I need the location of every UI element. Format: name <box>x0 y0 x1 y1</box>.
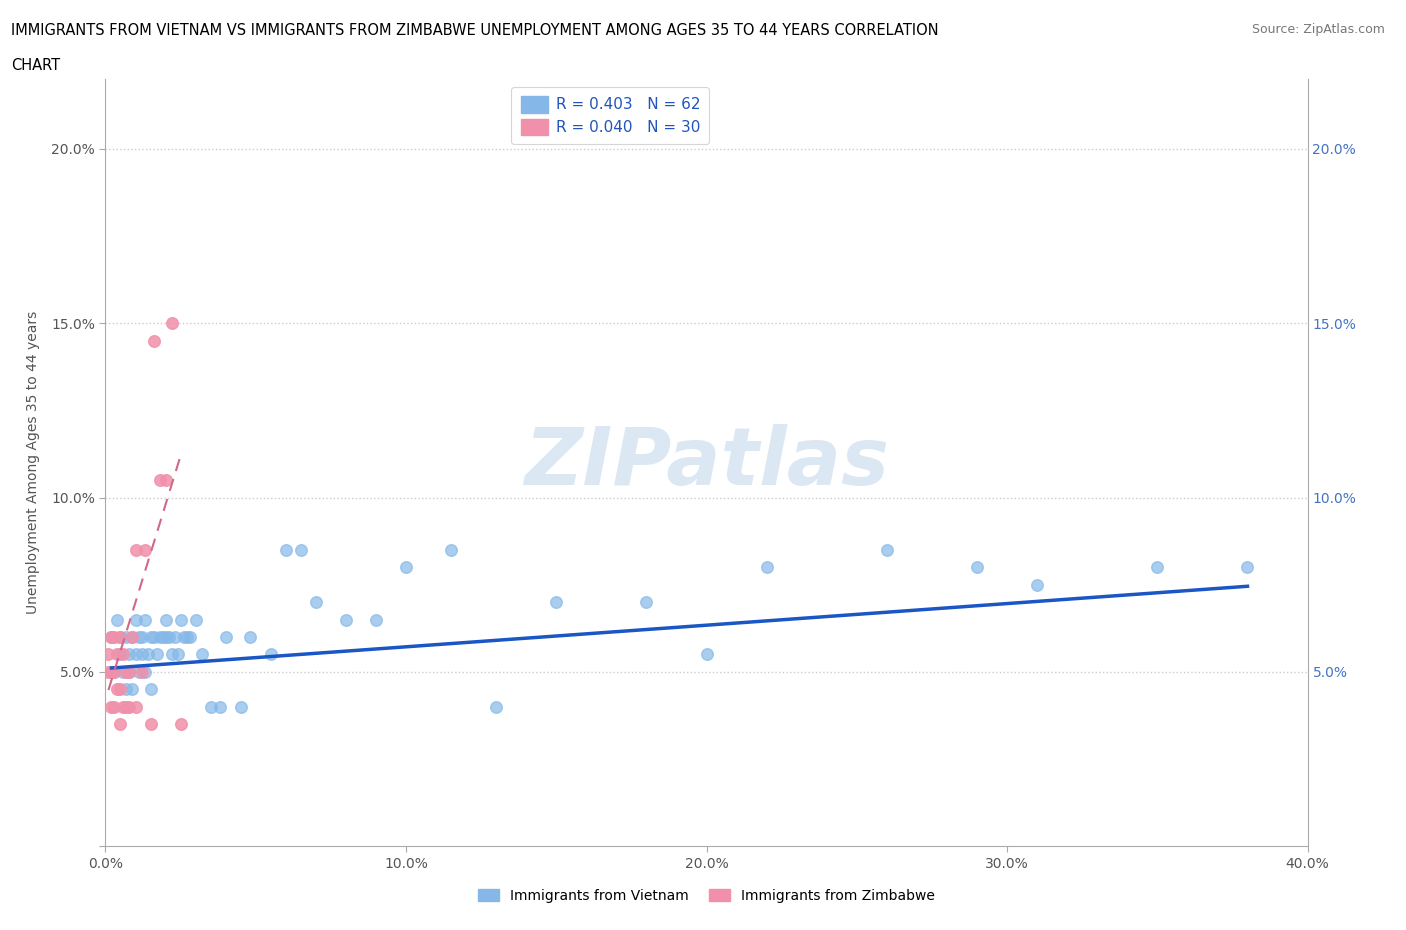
Point <box>134 612 156 627</box>
Point <box>1026 578 1049 592</box>
Point <box>128 664 150 679</box>
Point <box>155 630 177 644</box>
Point <box>115 664 138 679</box>
Point <box>636 595 658 610</box>
Point <box>169 717 191 732</box>
Point <box>139 630 162 644</box>
Point <box>107 682 129 697</box>
Point <box>364 612 387 627</box>
Point <box>100 630 122 644</box>
Point <box>290 542 312 557</box>
Text: Source: ZipAtlas.com: Source: ZipAtlas.com <box>1251 23 1385 36</box>
Point <box>134 542 156 557</box>
Point <box>139 682 162 697</box>
Point <box>110 647 132 662</box>
Point <box>121 630 143 644</box>
Point <box>118 647 141 662</box>
Point <box>440 542 463 557</box>
Point <box>160 316 183 331</box>
Point <box>107 647 129 662</box>
Point <box>546 595 568 610</box>
Point <box>110 630 132 644</box>
Point <box>128 630 150 644</box>
Point <box>115 682 138 697</box>
Point <box>110 630 132 644</box>
Point <box>110 717 132 732</box>
Point <box>142 630 165 644</box>
Point <box>179 630 201 644</box>
Point <box>115 699 138 714</box>
Point <box>112 664 135 679</box>
Point <box>118 664 141 679</box>
Point <box>200 699 222 714</box>
Point <box>155 472 177 487</box>
Point <box>97 664 120 679</box>
Point <box>152 630 174 644</box>
Point <box>103 664 125 679</box>
Point <box>160 647 183 662</box>
Point <box>229 699 252 714</box>
Point <box>97 647 120 662</box>
Point <box>136 647 159 662</box>
Point <box>124 542 146 557</box>
Point <box>1146 560 1168 575</box>
Point <box>395 560 418 575</box>
Point <box>100 630 122 644</box>
Point <box>305 595 328 610</box>
Point <box>1236 560 1258 575</box>
Point <box>148 630 170 644</box>
Point <box>148 472 170 487</box>
Point <box>115 630 138 644</box>
Point <box>134 664 156 679</box>
Point <box>103 664 125 679</box>
Point <box>110 682 132 697</box>
Point <box>121 630 143 644</box>
Point <box>112 699 135 714</box>
Point <box>145 647 167 662</box>
Point <box>166 647 188 662</box>
Point <box>260 647 283 662</box>
Point <box>169 612 191 627</box>
Point <box>100 664 122 679</box>
Point <box>131 630 153 644</box>
Point <box>103 699 125 714</box>
Point <box>696 647 718 662</box>
Point <box>755 560 778 575</box>
Point <box>118 699 141 714</box>
Text: IMMIGRANTS FROM VIETNAM VS IMMIGRANTS FROM ZIMBABWE UNEMPLOYMENT AMONG AGES 35 T: IMMIGRANTS FROM VIETNAM VS IMMIGRANTS FR… <box>11 23 939 38</box>
Point <box>190 647 212 662</box>
Point <box>214 630 236 644</box>
Text: CHART: CHART <box>11 58 60 73</box>
Point <box>124 647 146 662</box>
Point <box>142 333 165 348</box>
Point <box>124 612 146 627</box>
Point <box>139 717 162 732</box>
Point <box>103 630 125 644</box>
Point <box>131 664 153 679</box>
Y-axis label: Unemployment Among Ages 35 to 44 years: Unemployment Among Ages 35 to 44 years <box>27 311 39 615</box>
Point <box>176 630 198 644</box>
Point <box>335 612 357 627</box>
Point <box>131 647 153 662</box>
Point <box>163 630 186 644</box>
Point <box>876 542 898 557</box>
Point <box>124 699 146 714</box>
Point <box>274 542 297 557</box>
Point <box>208 699 231 714</box>
Legend: Immigrants from Vietnam, Immigrants from Zimbabwe: Immigrants from Vietnam, Immigrants from… <box>472 884 941 909</box>
Point <box>118 664 141 679</box>
Point <box>107 612 129 627</box>
Text: ZIPatlas: ZIPatlas <box>524 424 889 501</box>
Point <box>121 682 143 697</box>
Point <box>112 647 135 662</box>
Point <box>157 630 180 644</box>
Point <box>966 560 988 575</box>
Point <box>184 612 207 627</box>
Point <box>485 699 508 714</box>
Point <box>155 612 177 627</box>
Point <box>100 699 122 714</box>
Point <box>239 630 262 644</box>
Point <box>173 630 195 644</box>
